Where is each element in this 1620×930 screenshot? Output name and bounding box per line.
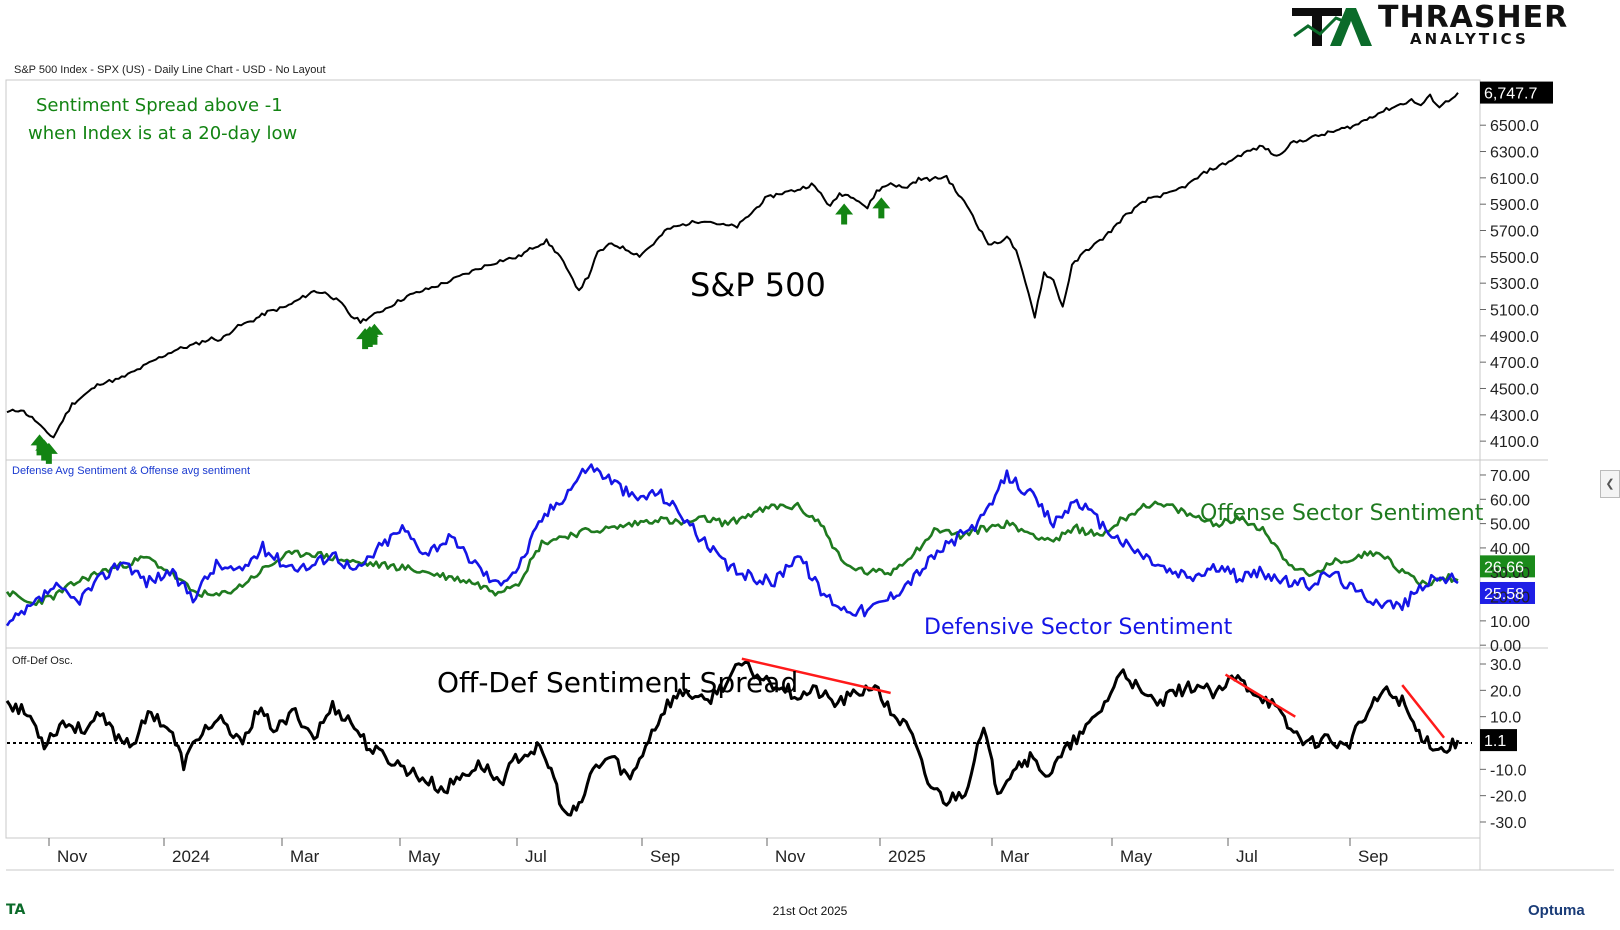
y-tick-label: 10.0 [1490,710,1521,727]
y-tick-label: 6300.0 [1490,145,1539,162]
y-tick-label: 20.0 [1490,683,1521,700]
offense-last-value: 26.66 [1484,559,1524,576]
x-tick-label: Sep [1358,847,1388,866]
logo-subtitle: ANALYTICS [1410,30,1529,48]
y-tick-label: 30.0 [1490,657,1521,674]
y-tick-label: -20.0 [1490,789,1527,806]
y-tick-label: 5500.0 [1490,250,1539,267]
optuma-logo-icon: Optuma [1528,902,1585,919]
x-tick-label: Mar [1000,847,1030,866]
up-arrow-icon [872,197,891,219]
y-tick-label: 5700.0 [1490,224,1539,241]
series-lines [5,92,1460,817]
sp500-price-line [6,92,1459,439]
defense-series-label: Defensive Sector Sentiment [924,615,1233,640]
x-tick-label: Jul [1236,847,1258,866]
offense-sentiment-line [5,500,1459,607]
sp500-series-label: S&P 500 [690,266,826,304]
spread-last-value: 1.1 [1484,733,1506,750]
sentiment-panel-label: Defense Avg Sentiment & Offense avg sent… [12,465,250,477]
thrasher-logo: THRASHER ANALYTICS [1290,0,1590,48]
ta-logo-icon [1292,8,1372,46]
y-tick-label: 4700.0 [1490,355,1539,372]
x-tick-label: 2025 [888,847,926,866]
up-arrow-icon [39,442,58,464]
annotation-line-2: when Index is at a 20-day low [28,123,297,144]
y-tick-label: 5100.0 [1490,302,1539,319]
y-tick-label: -30.0 [1490,815,1527,832]
x-tick-label: Mar [290,847,320,866]
y-tick-label: 4100.0 [1490,434,1539,451]
y-tick-label: -10.0 [1490,762,1527,779]
defense-last-value-box [1480,581,1535,604]
chart-texts: 6500.0 6300.0 6100.0 5900.0 5700.0 5500.0 5300… [12,86,1539,866]
axis-ticks [48,124,1486,846]
trend-line-red [1224,673,1296,718]
x-tick-label: May [1120,847,1153,866]
trend-line-red [1401,684,1446,739]
chart-header-title: S&P 500 Index - SPX (US) - Daily Line Ch… [14,64,326,76]
spread-last-value-box [1480,729,1517,752]
logo-wordmark: THRASHER [1378,0,1569,35]
collapse-panel-icon[interactable]: ❮ [1600,470,1620,498]
y-tick-label: 5900.0 [1490,197,1539,214]
y-tick-label: 4900.0 [1490,329,1539,346]
price-last-value-box [1480,81,1553,104]
footer-date: 21st Oct 2025 [772,904,848,918]
x-tick-label: Sep [650,847,680,866]
offense-last-value-box [1480,555,1535,578]
y-tick-label: 60.00 [1490,492,1530,509]
oscillator-panel-label: Off-Def Osc. [12,655,73,667]
y-tick-label: 10.00 [1490,614,1530,631]
y-tick-label: 0.00 [1490,638,1521,655]
y-tick-label: 50.00 [1490,517,1530,534]
x-tick-label: Nov [57,847,88,866]
y-tick-label: 5300.0 [1490,276,1539,293]
up-arrow-icon [356,328,375,350]
trend-line-red [741,657,891,695]
spread-series-label: Off-Def Sentiment Spread [437,666,798,699]
price-last-value: 6,747.7 [1484,86,1537,103]
y-tick-label: 6100.0 [1490,171,1539,188]
defense-last-value: 25.58 [1484,586,1524,603]
y-tick-label: 70.00 [1490,468,1530,485]
y-tick-label: 6500.0 [1490,118,1539,135]
x-tick-label: 2024 [172,847,210,866]
y-tick-label: 40.00 [1490,541,1530,558]
off-def-spread-line [5,660,1460,817]
up-arrow-icon [360,325,379,347]
chart-marks [7,81,1553,752]
footer-ta-logo-icon: TA [6,902,26,918]
x-tick-label: Jul [525,847,547,866]
up-arrow-icon [30,434,49,456]
x-tick-label: Nov [775,847,806,866]
y-tick-label: 20.00 [1490,590,1530,607]
annotation-line-1: Sentiment Spread above -1 [36,95,283,116]
defense-sentiment-line [5,463,1459,627]
offense-series-label: Offense Sector Sentiment [1200,501,1484,526]
x-tick-label: May [408,847,441,866]
up-arrow-icon [835,203,854,225]
y-tick-label: 4300.0 [1490,408,1539,425]
y-tick-label: 4500.0 [1490,381,1539,398]
y-tick-label: 30.00 [1490,565,1530,582]
up-arrow-icon [365,323,384,345]
